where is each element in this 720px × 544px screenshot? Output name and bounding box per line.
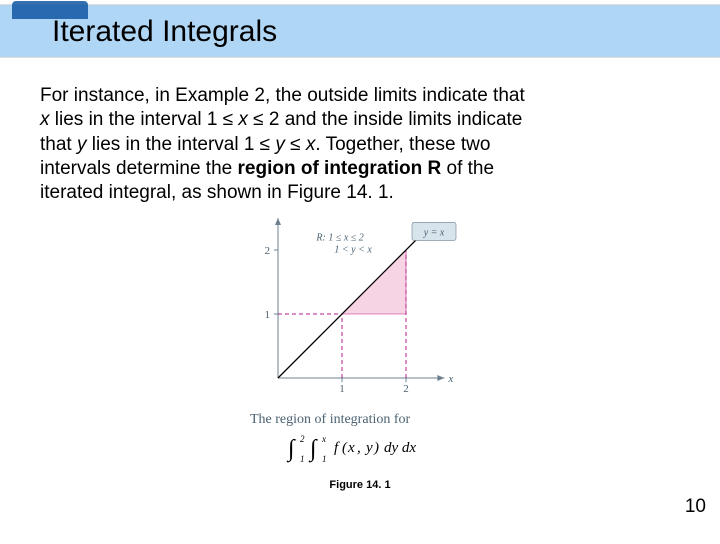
para-l2d: ≤ 2 and the inside limits indicate <box>248 109 522 130</box>
var-y2: y <box>275 134 285 155</box>
svg-text:1: 1 <box>265 309 271 321</box>
var-x3: x <box>306 134 316 155</box>
para-l3e: ≤ <box>285 134 306 155</box>
var-x2: x <box>238 109 248 130</box>
svg-text:1: 1 <box>339 383 345 395</box>
para-l3c: lies in the interval 1 ≤ <box>86 134 275 155</box>
var-x: x <box>40 109 50 130</box>
svg-text:y: y <box>364 440 373 456</box>
svg-text:2: 2 <box>403 383 409 395</box>
figure-label: Figure 14. 1 <box>0 479 720 491</box>
para-line1: For instance, in Example 2, the outside … <box>40 85 525 106</box>
svg-text:x: x <box>347 440 355 456</box>
para-l3g: . Together, these two <box>315 134 490 155</box>
svg-text:2: 2 <box>265 245 271 257</box>
svg-text:1: 1 <box>322 454 327 464</box>
svg-text:x: x <box>321 434 326 444</box>
region-chart: 1122xyy = xR: 1 ≤ x ≤ 21 < y < x <box>240 218 480 408</box>
svg-text:2: 2 <box>300 434 305 444</box>
svg-text:,: , <box>357 440 361 456</box>
svg-text:): ) <box>373 440 379 456</box>
para-l4a: intervals determine the <box>40 158 238 179</box>
para-l4c: of the <box>441 158 494 179</box>
svg-text:x: x <box>447 373 453 385</box>
svg-text:∫: ∫ <box>308 436 318 463</box>
figure-container: 1122xyy = xR: 1 ≤ x ≤ 21 < y < x The reg… <box>0 218 720 491</box>
figure-caption: The region of integration for <box>250 412 470 428</box>
title-bar: Iterated Integrals <box>0 4 720 58</box>
svg-text:∫: ∫ <box>286 436 296 463</box>
page-number: 10 <box>685 496 706 518</box>
svg-text:R: 1 ≤ x ≤ 2: R: 1 ≤ x ≤ 2 <box>315 232 363 243</box>
svg-text:1 < y < x: 1 < y < x <box>334 244 372 255</box>
para-l3a: that <box>40 134 77 155</box>
svg-text:f: f <box>334 440 340 456</box>
integral-expression: ∫ 2 1 ∫ x 1 f ( x , y ) dy dx <box>250 430 470 471</box>
svg-text:1: 1 <box>300 454 305 464</box>
body-paragraph: For instance, in Example 2, the outside … <box>40 84 680 206</box>
bold-region: region of integration R <box>238 158 442 179</box>
para-l2b: lies in the interval 1 ≤ <box>50 109 239 130</box>
svg-text:dy dx: dy dx <box>384 440 416 456</box>
svg-text:y = x: y = x <box>423 227 445 238</box>
para-l5: iterated integral, as shown in Figure 14… <box>40 182 394 203</box>
page-title: Iterated Integrals <box>52 15 277 49</box>
